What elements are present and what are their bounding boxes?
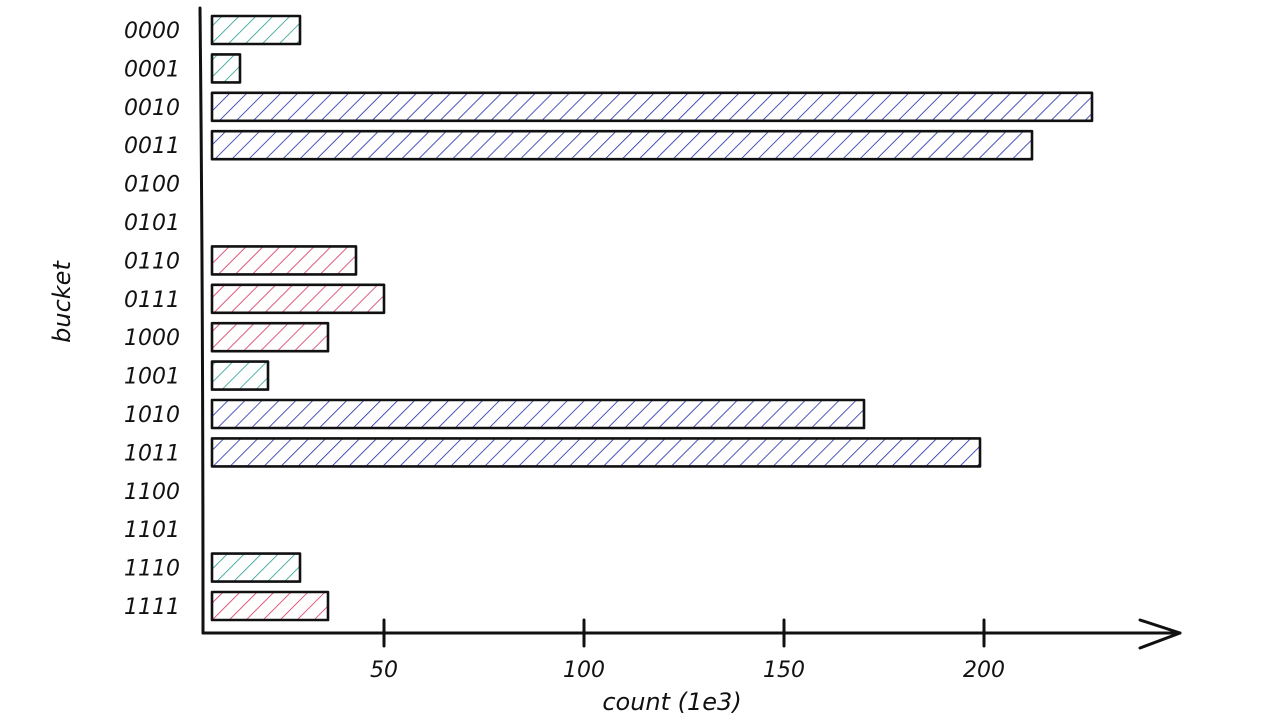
bar-0001: [210, 53, 242, 84]
bar-1000: [210, 321, 330, 353]
category-label: 0111: [124, 288, 180, 313]
bar-outline: [210, 321, 330, 353]
bar-outline: [210, 590, 330, 622]
x-tick-label: 50: [370, 658, 398, 683]
bar-0011: [210, 129, 1034, 161]
x-axis-arrowhead: [1138, 618, 1182, 650]
category-label: 1010: [124, 403, 180, 428]
category-label: 0110: [124, 249, 180, 274]
bar-outline: [210, 91, 1094, 123]
bar-fill: [212, 131, 1032, 160]
x-tick-label: 200: [963, 658, 1005, 683]
y-axis-title: bucket: [48, 260, 76, 343]
category-label: 0101: [124, 211, 180, 236]
bar-outline: [210, 53, 242, 84]
bar-1011: [210, 437, 982, 468]
x-axis-title: count (1e3): [602, 688, 741, 716]
category-label: 0000: [124, 19, 180, 44]
bar-outline: [210, 245, 358, 276]
bar-0000: [210, 14, 302, 46]
y-axis-line: [198, 6, 205, 635]
bar-fill: [212, 400, 864, 428]
category-label: 1111: [124, 595, 180, 620]
category-label: 1101: [124, 518, 180, 543]
bar-fill: [212, 246, 356, 275]
bar-outline: [210, 360, 270, 391]
bar-fill: [212, 16, 300, 44]
bar-outline: [210, 552, 302, 583]
category-label: 0001: [124, 57, 180, 82]
bar-outline: [210, 14, 302, 46]
bar-fill: [212, 361, 268, 390]
category-label: 0100: [124, 173, 180, 198]
bar-0110: [210, 245, 358, 276]
category-label: 1000: [124, 326, 180, 351]
category-label: 1001: [124, 365, 180, 390]
category-labels: 0000 0001 0010 0011 0100 0101 0110 0111 1000 1001…: [124, 19, 180, 620]
bar-1001: [210, 360, 270, 391]
bar-1110: [210, 552, 302, 583]
bar-fill: [212, 92, 1092, 121]
bar-outline: [210, 283, 386, 315]
bar-fill: [212, 284, 384, 313]
ticks-layer: 50 100 150 200: [370, 618, 1005, 683]
category-label: 1100: [124, 480, 180, 505]
x-tick-label: 150: [763, 658, 805, 683]
category-label: 0011: [124, 134, 180, 159]
axes-layer: [198, 6, 1182, 650]
bar-fill: [212, 553, 300, 582]
bar-outline: [210, 398, 866, 430]
category-label: 0010: [124, 96, 180, 121]
bar-0111: [210, 283, 386, 315]
bar-fill: [212, 592, 328, 620]
bars-layer: [210, 14, 1094, 622]
bar-1010: [210, 398, 866, 430]
bar-outline: [210, 129, 1034, 161]
bar-fill: [212, 323, 328, 352]
category-label: 1110: [124, 557, 180, 582]
bar-0010: [210, 91, 1094, 123]
bar-fill: [212, 438, 980, 467]
category-label: 1011: [124, 441, 180, 466]
bar-fill: [212, 54, 240, 83]
bar-1111: [210, 590, 330, 622]
x-tick-label: 100: [563, 658, 605, 683]
bar-outline: [210, 437, 982, 468]
